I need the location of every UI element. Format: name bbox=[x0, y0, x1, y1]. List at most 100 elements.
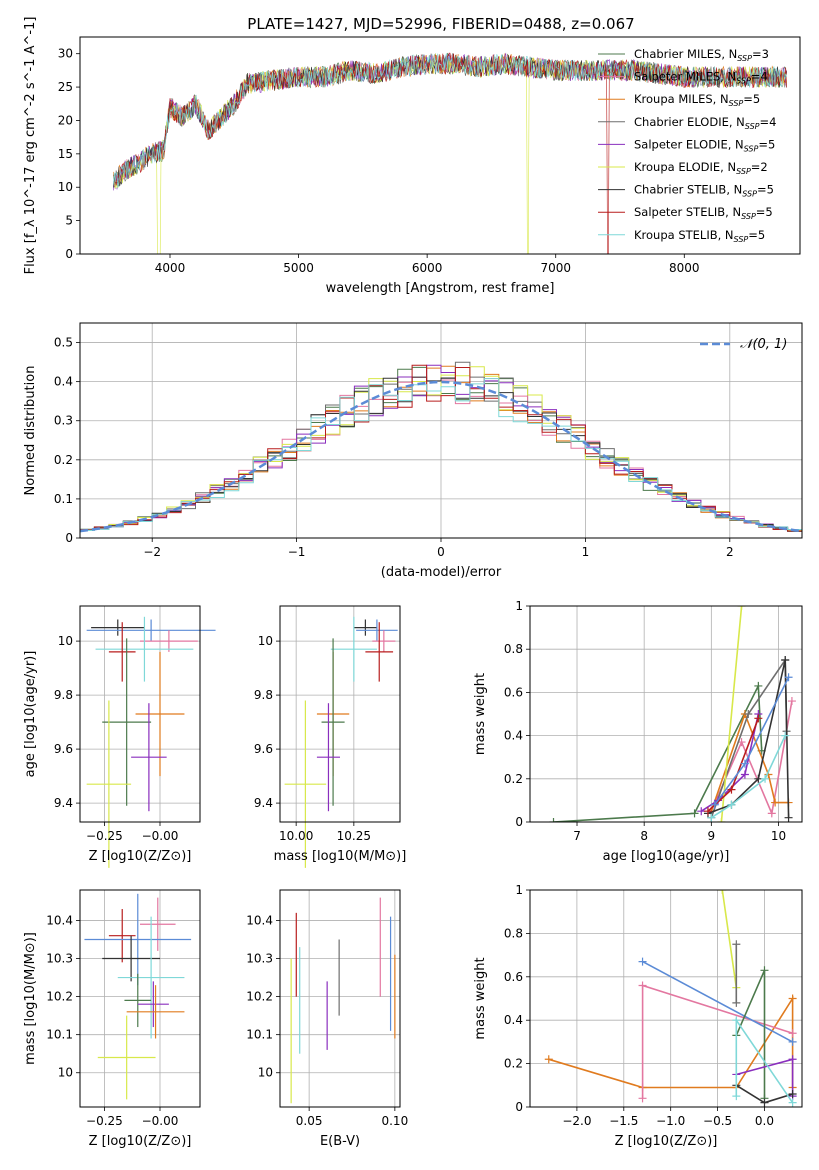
x-tick-label: 10 bbox=[771, 829, 786, 843]
y-tick-label: 15 bbox=[58, 147, 73, 161]
axes-mass_vs_ebv: 0.05 0.10 10 10.1 10.2 10.3 10.4 E(B-V) bbox=[246, 889, 408, 1149]
x-tick-label: 8000 bbox=[669, 261, 700, 275]
weight-point-salpeter_stelib bbox=[727, 785, 736, 794]
x-tick-label: −2.0 bbox=[562, 1114, 591, 1128]
y-tick-label: 10.1 bbox=[246, 1028, 273, 1042]
weight-point-kroupa_stelib bbox=[707, 813, 716, 822]
lines-weight_vs_age bbox=[549, 606, 796, 822]
y-tick-label: 10.4 bbox=[46, 913, 73, 927]
weight-point-chabrier_miles bbox=[754, 681, 763, 690]
legend-label: Chabrier ELODIE, NSSP=4 bbox=[634, 115, 776, 131]
y-tick-label: 10 bbox=[258, 634, 273, 648]
y-tick-label: 10 bbox=[258, 1066, 273, 1080]
y-tick-label: 9.6 bbox=[54, 742, 73, 756]
x-tick-label: −0.5 bbox=[703, 1114, 732, 1128]
weight-point-chabrier_miles bbox=[690, 809, 699, 818]
y-tick-label: 10.3 bbox=[246, 952, 273, 966]
x-tick-label: 9 bbox=[708, 829, 716, 843]
y-tick-label: 0.2 bbox=[54, 453, 73, 467]
axes-weight_vs_age: 7 8 9 10 0 0.2 0.4 0.6 0.8 1 age [log10(age/yr)] ma… bbox=[473, 599, 803, 864]
weight-point-chabrier_elodie bbox=[744, 710, 753, 718]
weight-point-salpeter_elodie bbox=[788, 1055, 797, 1064]
weight-point-gauss bbox=[784, 673, 793, 682]
lines-weight_vs_Z bbox=[544, 890, 797, 1107]
x-tick-label: −2 bbox=[143, 545, 161, 559]
x-tick-label: −1 bbox=[288, 545, 306, 559]
histogram-salpeter_elodie bbox=[80, 364, 802, 531]
chart-title: PLATE=1427, MJD=52996, FIBERID=0488, z=0… bbox=[247, 15, 634, 33]
y-tick-label: 10 bbox=[58, 1066, 73, 1080]
y-tick-label: 9.6 bbox=[254, 742, 273, 756]
y-tick-label: 0.8 bbox=[504, 642, 523, 656]
y-tick-label: 30 bbox=[58, 47, 73, 61]
y-axis-label: Normed distribution bbox=[23, 366, 38, 496]
weight-point-salpeter_miles bbox=[638, 981, 647, 990]
x-tick-label: −0.25 bbox=[86, 829, 123, 843]
x-tick-label: 10.25 bbox=[337, 829, 371, 843]
y-axis-label: Flux [f_λ 10^-17 erg cm^-2 s^-1 A^-1] bbox=[23, 17, 38, 275]
weight-line-kroupa_stelib bbox=[710, 735, 786, 819]
legend-label: Kroupa ELODIE, NSSP=2 bbox=[634, 160, 768, 176]
plot-area-weight_vs_Z bbox=[544, 890, 797, 1107]
legend: Chabrier MILES, NSSP=3 Salpeter MILES, NS… bbox=[598, 47, 776, 244]
y-tick-label: 10 bbox=[58, 180, 73, 194]
weight-point-chabrier_stelib bbox=[784, 813, 793, 822]
weight-line-kroupa_elodie bbox=[721, 890, 738, 988]
y-tick-label: 9.4 bbox=[254, 796, 273, 810]
x-tick-label: −1.5 bbox=[609, 1114, 638, 1128]
axes-frame bbox=[79, 322, 803, 539]
axes-frame bbox=[79, 889, 201, 1108]
y-tick-label: 25 bbox=[58, 80, 73, 94]
y-tick-label: 10.3 bbox=[46, 952, 73, 966]
weight-point-gauss bbox=[710, 800, 719, 809]
gaussian-curve bbox=[79, 380, 803, 533]
y-tick-label: 1 bbox=[515, 599, 523, 613]
x-tick-label: 0.05 bbox=[296, 1114, 323, 1128]
weight-point-chabrier_elodie bbox=[732, 998, 741, 1007]
weight-point-kroupa_elodie bbox=[718, 890, 727, 894]
axes-weight_vs_Z: −2.0 −1.5 −1.0 −0.5 0.0 0 0.2 0.4 0.6 0.8 1 Z [log1… bbox=[473, 883, 803, 1149]
x-tick-label: 0.10 bbox=[381, 1114, 408, 1128]
y-tick-label: 10.4 bbox=[246, 913, 273, 927]
y-tick-label: 0.1 bbox=[54, 492, 73, 506]
y-axis-label: age [log10(age/yr)] bbox=[23, 651, 38, 778]
weight-point-salpeter_elodie bbox=[697, 807, 706, 816]
x-tick-label: 7000 bbox=[540, 261, 571, 275]
axes-spectrum: Chabrier MILES, NSSP=3 Salpeter MILES, NS… bbox=[23, 17, 801, 296]
weight-point-gauss bbox=[638, 957, 647, 966]
legend-label: Salpeter STELIB, NSSP=5 bbox=[634, 205, 773, 221]
weight-point-kroupa_elodie bbox=[717, 818, 726, 822]
legend-label: Chabrier STELIB, NSSP=5 bbox=[634, 183, 774, 199]
x-tick-label: 7 bbox=[573, 829, 581, 843]
x-tick-label: −0.00 bbox=[142, 1114, 179, 1128]
plot-area-residuals: 𝒩(0, 1) bbox=[79, 337, 803, 533]
y-tick-label: 9.8 bbox=[254, 688, 273, 702]
weight-point-kroupa_stelib bbox=[727, 800, 736, 809]
x-tick-label: −0.25 bbox=[86, 1114, 123, 1128]
y-tick-label: 20 bbox=[58, 113, 73, 127]
plot-area-mass_vs_ebv bbox=[290, 897, 396, 1104]
spectrum-line-kroupa_stelib bbox=[113, 53, 787, 188]
weight-point-chabrier_stelib bbox=[754, 774, 763, 783]
x-tick-label: 5000 bbox=[283, 261, 314, 275]
x-tick-label: 0.0 bbox=[755, 1114, 774, 1128]
axes-frame bbox=[279, 889, 401, 1108]
legend-label: Salpeter ELODIE, NSSP=5 bbox=[634, 137, 775, 153]
weight-point-salpeter_miles bbox=[767, 809, 776, 818]
y-tick-label: 0 bbox=[515, 1100, 523, 1114]
x-tick-label: 10.00 bbox=[279, 829, 313, 843]
y-tick-label: 0.6 bbox=[504, 970, 523, 984]
weight-point-kroupa_elodie bbox=[737, 606, 746, 610]
weight-point-salpeter_stelib bbox=[754, 714, 763, 723]
weight-point-salpeter_elodie bbox=[740, 770, 749, 779]
y-tick-label: 0.4 bbox=[504, 1013, 523, 1027]
x-axis-label: wavelength [Angstrom, rest frame] bbox=[326, 281, 555, 296]
weight-point-chabrier_stelib bbox=[788, 1089, 797, 1098]
weight-point-salpeter_miles bbox=[787, 697, 796, 706]
weight-line-kroupa_elodie bbox=[720, 606, 743, 822]
legend-label: Salpeter MILES, NSSP=4 bbox=[634, 70, 768, 86]
histogram-chabrier_stelib bbox=[80, 376, 802, 532]
weight-line-chabrier_miles bbox=[735, 969, 766, 1099]
weight-point-gauss bbox=[788, 1037, 797, 1046]
